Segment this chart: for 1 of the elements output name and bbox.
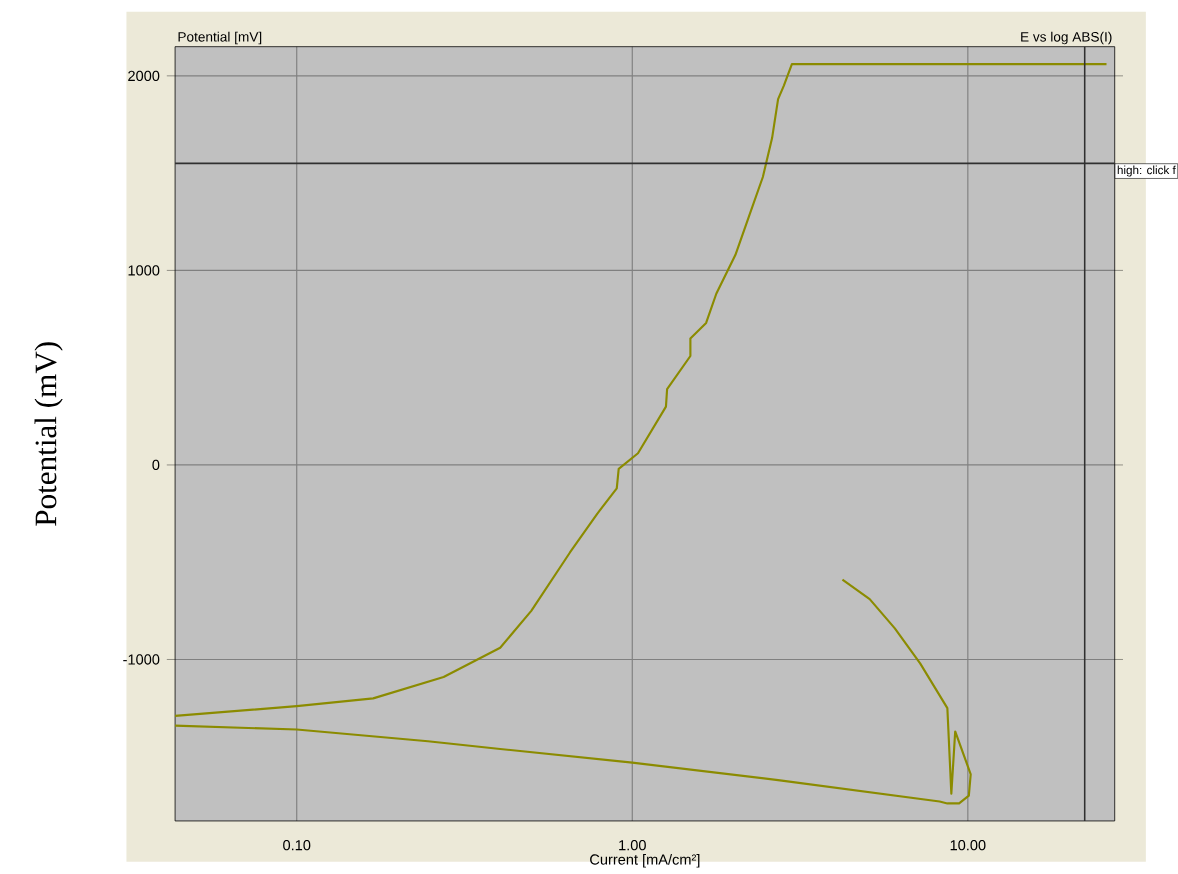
y-axis-title: Potential (mV) — [34, 342, 63, 526]
